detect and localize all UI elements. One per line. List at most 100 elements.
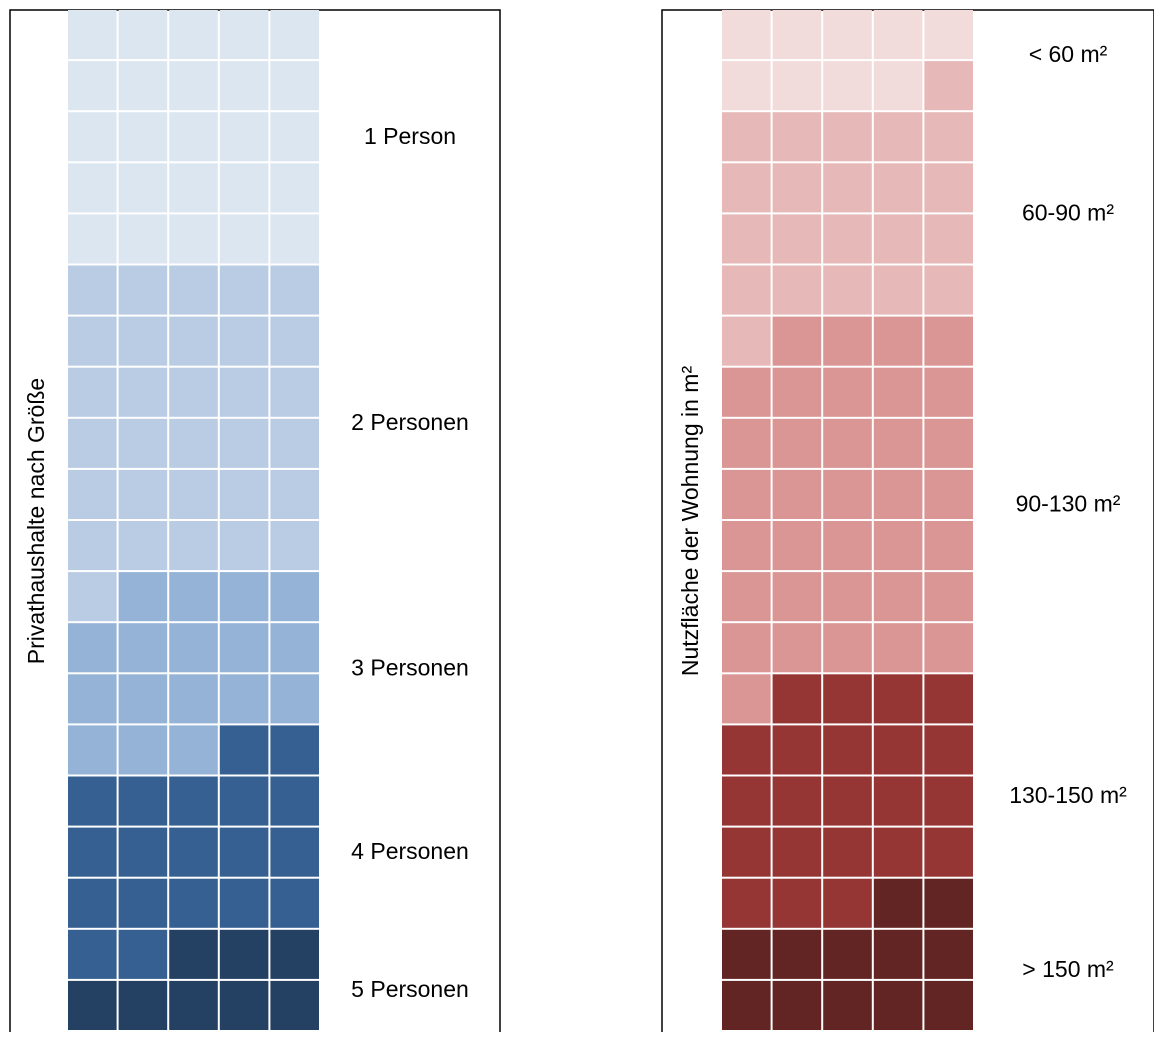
cell: [270, 521, 319, 571]
cell: [873, 776, 923, 826]
cell: [722, 418, 771, 468]
cell: [924, 929, 973, 979]
cell: [270, 929, 319, 979]
cell: [823, 674, 872, 724]
cell: [722, 10, 771, 60]
cell: [823, 418, 872, 468]
cell: [873, 572, 923, 622]
cell: [270, 163, 319, 213]
cell: [823, 572, 872, 622]
cell: [772, 10, 822, 60]
cell: [873, 265, 923, 315]
cell: [270, 316, 319, 366]
cell: [873, 418, 923, 468]
cell: [219, 827, 269, 877]
cell: [270, 878, 319, 928]
cell: [169, 623, 218, 673]
cell: [270, 776, 319, 826]
cell: [873, 521, 923, 571]
cell: [722, 878, 771, 928]
cell: [118, 572, 168, 622]
cell: [219, 572, 269, 622]
category-label: 3 Personen: [351, 654, 469, 680]
cell: [772, 623, 822, 673]
cell: [772, 265, 822, 315]
cell: [823, 878, 872, 928]
cell: [823, 980, 872, 1030]
cell: [118, 521, 168, 571]
cell: [924, 418, 973, 468]
cell: [68, 674, 117, 724]
cell: [68, 469, 117, 519]
cell: [823, 316, 872, 366]
cell: [823, 776, 872, 826]
cell: [823, 367, 872, 417]
cell: [118, 367, 168, 417]
cell: [873, 469, 923, 519]
cell: [68, 61, 117, 111]
cell: [118, 929, 168, 979]
cell: [118, 112, 168, 162]
cell: [68, 163, 117, 213]
cell: [722, 163, 771, 213]
cell: [169, 367, 218, 417]
cell: [270, 980, 319, 1030]
cell: [722, 674, 771, 724]
cell: [772, 61, 822, 111]
cell: [68, 316, 117, 366]
cell: [169, 61, 218, 111]
cell: [68, 367, 117, 417]
cell: [823, 929, 872, 979]
cell: [772, 316, 822, 366]
cell: [68, 112, 117, 162]
cell: [722, 776, 771, 826]
cell: [772, 674, 822, 724]
cell: [219, 163, 269, 213]
cell: [118, 10, 168, 60]
cell: [270, 112, 319, 162]
category-label: 130-150 m²: [1009, 782, 1127, 808]
cell: [873, 10, 923, 60]
cell: [873, 674, 923, 724]
cell: [924, 827, 973, 877]
cell: [219, 878, 269, 928]
cell: [118, 214, 168, 264]
cell: [118, 776, 168, 826]
category-label: 2 Personen: [351, 409, 469, 435]
cell: [873, 878, 923, 928]
cell: [270, 214, 319, 264]
cell: [924, 521, 973, 571]
cell: [924, 214, 973, 264]
category-cells: [68, 725, 319, 979]
category-cells: [68, 265, 319, 622]
cell: [772, 163, 822, 213]
category-cells: [68, 929, 319, 1030]
cell: [68, 725, 117, 775]
cell: [772, 929, 822, 979]
cell: [873, 163, 923, 213]
cell: [118, 980, 168, 1030]
cell: [169, 929, 218, 979]
cell: [219, 61, 269, 111]
cell: [722, 61, 771, 111]
cell: [873, 725, 923, 775]
cell: [772, 725, 822, 775]
cell: [219, 10, 269, 60]
category-label: 60-90 m²: [1022, 199, 1114, 225]
cell: [873, 61, 923, 111]
cell: [722, 367, 771, 417]
cell: [772, 878, 822, 928]
category-cells: [722, 61, 973, 366]
cell: [873, 214, 923, 264]
cell: [270, 572, 319, 622]
cell: [873, 929, 923, 979]
cell: [823, 112, 872, 162]
cell: [772, 367, 822, 417]
cell: [68, 827, 117, 877]
cell: [169, 776, 218, 826]
category-label: 90-130 m²: [1016, 491, 1121, 517]
cell: [68, 265, 117, 315]
cell: [169, 521, 218, 571]
cell: [118, 878, 168, 928]
category-cells: [68, 572, 319, 775]
